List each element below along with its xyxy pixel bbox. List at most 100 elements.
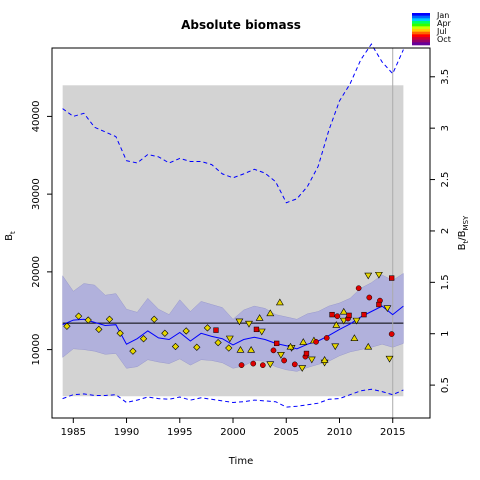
plot-frame	[51, 47, 431, 419]
x-axis-title: Time	[228, 456, 253, 467]
index-point-diamond	[129, 347, 137, 355]
index-point-triangle-up	[350, 334, 359, 341]
index-point-square	[389, 275, 395, 281]
index-point-circle	[355, 285, 362, 292]
index-point-diamond	[214, 338, 222, 347]
index-point-circle	[388, 331, 395, 337]
index-point-triangle-up	[275, 298, 284, 306]
index-point-square	[361, 311, 367, 318]
index-point-triangle-up	[364, 342, 373, 350]
index-point-square	[329, 311, 335, 318]
index-point-diamond	[105, 315, 114, 323]
y2-tick-label: 2	[440, 228, 451, 234]
y2-tick-label: 1.5	[440, 274, 451, 290]
legend-color-swatch	[412, 15, 430, 19]
index-point-circle	[270, 347, 277, 354]
index-point-square	[213, 327, 219, 333]
y2-tick-label: 1	[440, 331, 451, 337]
y-tick-label: 10000	[31, 334, 42, 366]
chart-title: Absolute biomass	[181, 18, 301, 32]
y2-axis-title-main: B	[457, 243, 468, 250]
x-axis: 1985 1990 1995 2000 2005 2010 2015	[61, 418, 405, 438]
index-point-triangle-up	[236, 345, 245, 353]
index-point-diamond	[63, 322, 71, 330]
legend-color-swatch	[412, 31, 430, 35]
index-point-triangle-down	[298, 365, 307, 372]
index-point-square	[376, 301, 382, 308]
y2-axis-title: Bt/BMSY	[457, 215, 470, 250]
index-point-circle	[323, 335, 330, 341]
index-point-circle	[334, 313, 341, 320]
legend-month-label: Apr	[437, 19, 452, 28]
y2-tick-label: 2.5	[440, 172, 451, 188]
index-point-circle	[238, 362, 245, 368]
legend-color-swatch	[412, 18, 430, 22]
index-point-square	[303, 350, 310, 357]
legend-month-label: Jul	[436, 27, 447, 36]
legend-color-swatch	[412, 26, 430, 30]
y2-axis-title-sub: t	[462, 240, 470, 243]
x-tick-label: 1990	[114, 427, 139, 438]
legend-color-swatch	[412, 37, 430, 40]
index-point-circle	[366, 294, 373, 301]
index-point-triangle-down	[307, 356, 316, 364]
index-point-triangle-up	[339, 307, 348, 315]
y-axis: 10000 20000 30000 40000	[31, 100, 52, 366]
index-point-circle	[281, 357, 287, 364]
index-point-diamond	[74, 312, 83, 320]
index-point-diamond	[203, 324, 212, 332]
index-point-triangle-up	[255, 314, 264, 321]
index-point-square	[346, 312, 352, 319]
index-point-diamond	[84, 316, 92, 324]
x-tick-label: 2015	[380, 427, 405, 438]
index-point-triangle-down	[374, 271, 383, 279]
index-point-square	[274, 340, 280, 347]
index-point-diamond	[116, 329, 124, 337]
legend-color-swatch	[412, 29, 430, 32]
index-point-triangle-up	[286, 342, 295, 350]
y-axis-title-main: B	[4, 234, 15, 241]
index-point-triangle-down	[257, 328, 266, 336]
index-point-diamond	[95, 325, 103, 334]
index-point-triangle-down	[352, 317, 361, 325]
y2-axis: 0.5 1 1.5 2 2.5 3 3.5	[430, 69, 451, 393]
index-point-circle	[313, 338, 319, 345]
index-point-triangle-up	[266, 309, 275, 317]
legend-color-swatch	[412, 42, 430, 46]
ci-lower-dashed-line	[62, 388, 404, 408]
index-point-diamond	[161, 329, 169, 337]
legend-month-label: Oct	[437, 35, 451, 44]
index-point-triangle-up	[247, 345, 256, 353]
index-point-triangle-down	[331, 343, 340, 351]
legend-color-swatch	[412, 34, 430, 38]
y2-axis-title-tail: /B	[457, 230, 468, 240]
legend-color-swatch	[412, 39, 430, 43]
legend-month-label: Jan	[436, 11, 449, 20]
index-point-circle	[291, 361, 298, 368]
y-tick-label: 30000	[31, 178, 42, 210]
plot-body	[62, 43, 404, 418]
y-axis-title: Bt	[4, 231, 17, 241]
index-point-triangle-down	[385, 355, 394, 363]
y2-axis-title-tail-sub: MSY	[462, 215, 470, 230]
index-point-circle	[250, 360, 257, 367]
x-tick-label: 1995	[167, 427, 192, 438]
x-tick-label: 2010	[327, 427, 352, 438]
index-point-triangle-down	[225, 335, 234, 343]
legend-color-swatch	[412, 23, 430, 27]
x-tick-label: 2005	[274, 427, 299, 438]
ci-upper-dashed-line	[62, 43, 404, 204]
legend-color-swatch	[412, 21, 430, 24]
index-point-diamond	[171, 342, 180, 351]
index-point-triangle-up	[299, 338, 308, 345]
index-point-circle	[259, 362, 266, 368]
y-axis-title-sub: t	[9, 231, 17, 234]
index-point-triangle-down	[364, 272, 373, 280]
index-point-triangle-down	[266, 361, 275, 369]
y-tick-label: 40000	[31, 100, 42, 132]
y-tick-label: 20000	[31, 256, 42, 288]
index-point-triangle-up	[320, 356, 329, 363]
y2-tick-label: 3	[440, 125, 451, 131]
